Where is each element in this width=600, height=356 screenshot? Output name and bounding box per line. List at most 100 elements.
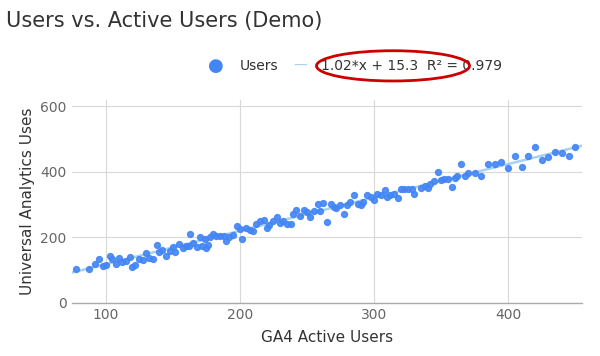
Point — [439, 176, 449, 182]
Text: Users: Users — [240, 59, 278, 73]
Point — [362, 192, 372, 198]
Point — [497, 159, 506, 165]
Point — [251, 221, 260, 227]
Point — [376, 193, 385, 198]
Point — [179, 245, 188, 251]
Point — [255, 218, 265, 224]
Point — [289, 211, 298, 216]
Point — [90, 261, 100, 267]
Point — [443, 177, 452, 182]
Point — [292, 208, 301, 213]
Point — [228, 232, 238, 237]
Point — [369, 197, 379, 203]
Point — [286, 221, 296, 227]
Point — [557, 150, 566, 156]
Point — [246, 227, 256, 233]
Point — [117, 260, 127, 265]
Point — [238, 236, 247, 241]
Point — [200, 236, 209, 241]
Text: —: — — [293, 59, 307, 73]
Point — [530, 144, 540, 150]
Point — [425, 181, 435, 187]
Point — [510, 153, 520, 158]
Point — [188, 240, 197, 245]
Point — [309, 208, 319, 214]
Point — [389, 192, 399, 197]
Point — [278, 218, 287, 224]
Point — [409, 191, 419, 197]
Point — [259, 218, 269, 223]
Point — [184, 244, 194, 249]
Point — [165, 248, 175, 253]
Point — [107, 256, 117, 262]
Point — [205, 234, 215, 240]
Point — [550, 149, 560, 155]
Point — [450, 175, 460, 180]
Point — [564, 153, 574, 159]
Point — [356, 202, 365, 208]
Point — [483, 161, 493, 167]
Point — [85, 266, 94, 272]
Point — [463, 170, 473, 176]
Point — [302, 210, 311, 215]
X-axis label: GA4 Active Users: GA4 Active Users — [261, 330, 393, 345]
Point — [134, 256, 144, 261]
Point — [197, 243, 207, 249]
Point — [219, 234, 229, 239]
Point — [316, 208, 325, 214]
Point — [305, 214, 314, 219]
Point — [168, 244, 178, 250]
Point — [385, 192, 395, 198]
Point — [248, 228, 258, 234]
Text: Users vs. Active Users (Demo): Users vs. Active Users (Demo) — [6, 11, 322, 31]
Point — [105, 253, 115, 258]
Point — [349, 193, 359, 198]
Point — [215, 234, 224, 239]
Y-axis label: Universal Analytics Uses: Universal Analytics Uses — [20, 108, 35, 295]
Point — [203, 242, 212, 248]
Point — [157, 247, 167, 253]
Point — [269, 218, 278, 224]
Point — [353, 201, 362, 207]
Point — [232, 224, 242, 229]
Point — [152, 242, 161, 247]
Point — [503, 166, 513, 171]
Point — [394, 195, 403, 201]
Point — [524, 153, 533, 159]
Point — [457, 161, 466, 167]
Point — [434, 169, 443, 175]
Point — [340, 211, 349, 217]
Point — [358, 200, 368, 205]
Point — [460, 173, 470, 178]
Point — [94, 256, 104, 262]
Point — [141, 250, 151, 256]
Point — [221, 238, 231, 244]
Point — [175, 241, 184, 247]
Point — [420, 184, 430, 189]
Point — [416, 185, 426, 190]
Point — [313, 201, 322, 207]
Point — [299, 207, 309, 213]
Point — [235, 226, 245, 232]
Point — [318, 200, 328, 205]
Point — [202, 246, 211, 251]
Point — [544, 154, 553, 159]
Point — [396, 187, 406, 192]
Point — [192, 244, 202, 249]
Point — [571, 144, 580, 150]
Point — [112, 261, 121, 267]
Point — [345, 199, 355, 205]
Point — [399, 186, 409, 192]
Point — [380, 187, 389, 193]
Point — [208, 231, 218, 237]
Point — [224, 234, 234, 240]
Point — [130, 262, 140, 268]
Point — [181, 243, 191, 248]
Point — [295, 213, 305, 219]
Point — [128, 264, 137, 269]
Point — [282, 221, 292, 227]
Point — [537, 158, 547, 163]
Point — [372, 192, 382, 197]
Point — [329, 204, 338, 210]
Point — [185, 231, 195, 237]
